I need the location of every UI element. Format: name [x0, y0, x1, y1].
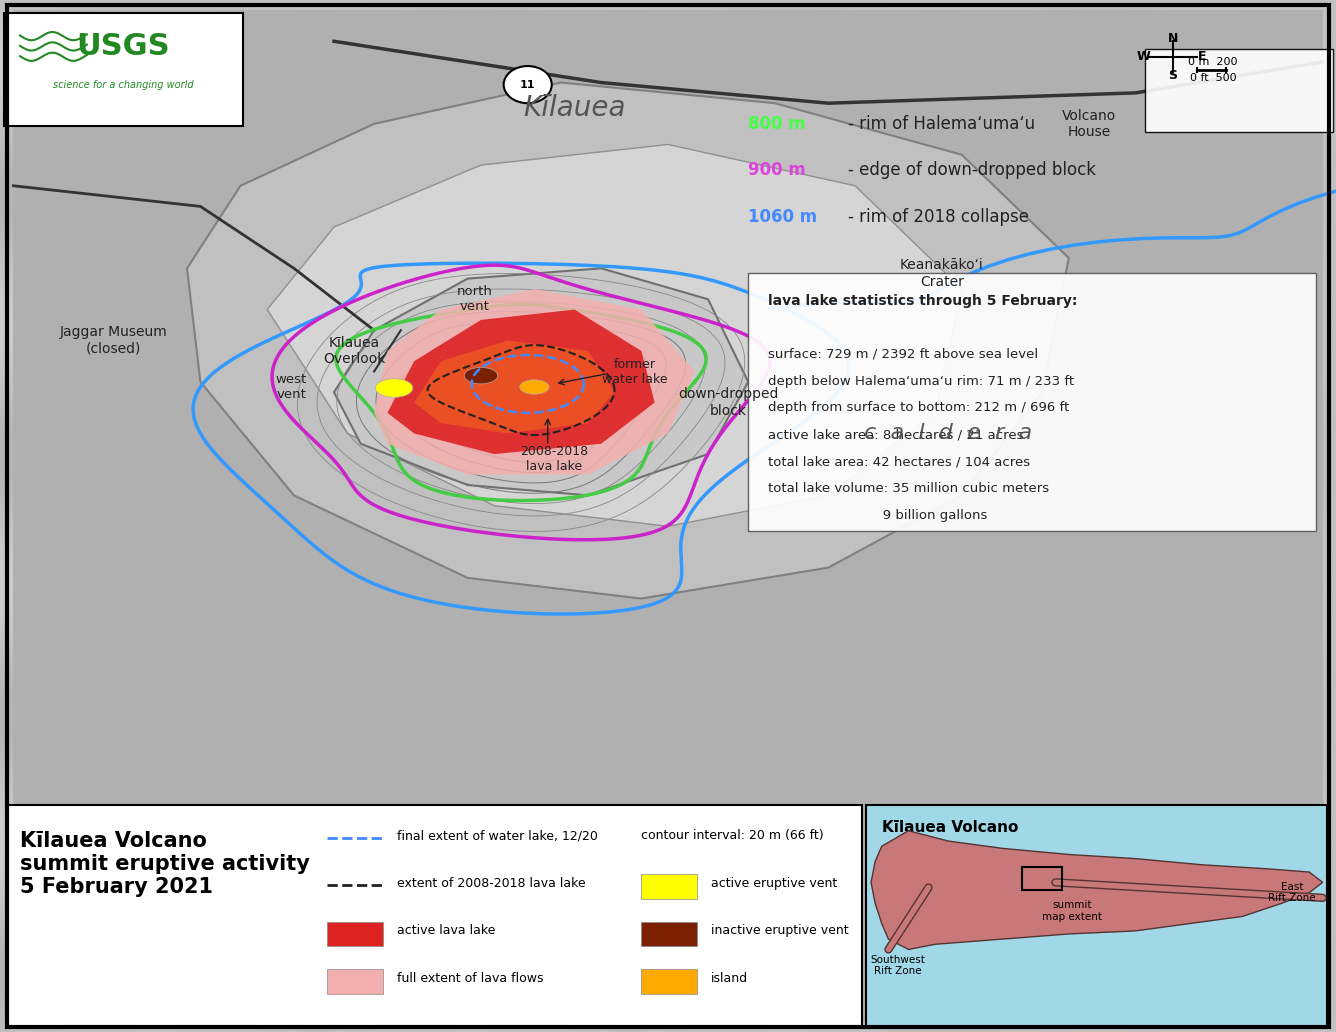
FancyBboxPatch shape [641, 969, 697, 994]
Text: Kīlauea: Kīlauea [524, 94, 625, 123]
Text: island: island [711, 972, 748, 985]
Polygon shape [187, 83, 1069, 599]
Ellipse shape [375, 379, 413, 397]
Text: - rim of 2018 collapse: - rim of 2018 collapse [848, 207, 1029, 226]
Text: summit
map extent: summit map extent [1042, 900, 1102, 922]
Text: - edge of down-dropped block: - edge of down-dropped block [848, 161, 1097, 180]
Polygon shape [414, 341, 615, 433]
Text: down-dropped
block: down-dropped block [677, 387, 779, 418]
Text: N: N [1168, 32, 1178, 44]
Text: Volcano
House: Volcano House [1062, 108, 1116, 139]
Text: 11: 11 [520, 79, 536, 90]
Polygon shape [374, 289, 695, 475]
Ellipse shape [520, 380, 549, 394]
Text: c  a  l  d  e  r  a: c a l d e r a [864, 423, 1033, 444]
Text: active lake area: 8 hectares / 21 acres: active lake area: 8 hectares / 21 acres [768, 428, 1023, 442]
Text: extent of 2008-2018 lava lake: extent of 2008-2018 lava lake [397, 877, 585, 890]
Text: Jaggar Museum
(closed): Jaggar Museum (closed) [60, 325, 167, 356]
Text: Kīlauea Volcano: Kīlauea Volcano [882, 820, 1018, 836]
Text: depth from surface to bottom: 212 m / 696 ft: depth from surface to bottom: 212 m / 69… [768, 401, 1069, 415]
Text: Kīlauea
Overlook: Kīlauea Overlook [323, 335, 385, 366]
FancyBboxPatch shape [7, 805, 862, 1027]
Text: inactive eruptive vent: inactive eruptive vent [711, 925, 848, 937]
Text: former
water lake: former water lake [601, 357, 668, 386]
Text: Keanakākoʻi
Crater: Keanakākoʻi Crater [900, 258, 983, 289]
Text: total lake area: 42 hectares / 104 acres: total lake area: 42 hectares / 104 acres [768, 455, 1030, 469]
Ellipse shape [465, 367, 497, 384]
Text: S: S [1169, 69, 1177, 82]
Text: west
vent: west vent [275, 373, 307, 401]
FancyBboxPatch shape [641, 874, 697, 899]
Text: USGS: USGS [76, 32, 170, 61]
Polygon shape [387, 310, 655, 454]
FancyBboxPatch shape [1145, 49, 1333, 132]
Text: depth below Halemaʻumaʻu rim: 71 m / 233 ft: depth below Halemaʻumaʻu rim: 71 m / 233… [768, 375, 1074, 388]
FancyBboxPatch shape [641, 922, 697, 946]
Text: E: E [1198, 51, 1206, 63]
FancyBboxPatch shape [327, 922, 383, 946]
Text: 1060 m: 1060 m [748, 207, 823, 226]
Polygon shape [334, 268, 748, 495]
FancyBboxPatch shape [13, 10, 1323, 1022]
Text: total lake volume: 35 million cubic meters: total lake volume: 35 million cubic mete… [768, 482, 1049, 495]
Text: north
vent: north vent [457, 285, 492, 314]
Text: Southwest
Rift Zone: Southwest Rift Zone [870, 955, 926, 976]
FancyBboxPatch shape [327, 969, 383, 994]
Text: 900 m: 900 m [748, 161, 812, 180]
Text: 2008-2018
lava lake: 2008-2018 lava lake [521, 445, 588, 474]
Bar [1022, 867, 1062, 890]
Text: contour interval: 20 m (66 ft): contour interval: 20 m (66 ft) [641, 830, 824, 842]
Polygon shape [267, 144, 962, 526]
FancyBboxPatch shape [4, 13, 243, 126]
Text: full extent of lava flows: full extent of lava flows [397, 972, 544, 985]
Text: W: W [1137, 51, 1150, 63]
Text: lava lake statistics through 5 February:: lava lake statistics through 5 February: [768, 294, 1078, 309]
Text: surface: 729 m / 2392 ft above sea level: surface: 729 m / 2392 ft above sea level [768, 348, 1038, 361]
Circle shape [504, 66, 552, 103]
Text: final extent of water lake, 12/20: final extent of water lake, 12/20 [397, 830, 597, 842]
FancyBboxPatch shape [748, 273, 1316, 531]
FancyBboxPatch shape [866, 805, 1327, 1027]
Text: Kīlauea Volcano
summit eruptive activity
5 February 2021: Kīlauea Volcano summit eruptive activity… [20, 831, 310, 897]
Text: active eruptive vent: active eruptive vent [711, 877, 836, 890]
Polygon shape [871, 831, 1323, 949]
Text: science for a changing world: science for a changing world [52, 79, 194, 90]
Text: 0 ft  500: 0 ft 500 [1190, 73, 1236, 84]
Text: 0 m  200: 0 m 200 [1188, 57, 1238, 67]
Text: - rim of Halemaʻumaʻu: - rim of Halemaʻumaʻu [848, 115, 1035, 133]
Text: 9 billion gallons: 9 billion gallons [768, 509, 987, 522]
Text: 800 m: 800 m [748, 115, 811, 133]
Text: East
Rift Zone: East Rift Zone [1268, 882, 1316, 903]
Text: active lava lake: active lava lake [397, 925, 496, 937]
